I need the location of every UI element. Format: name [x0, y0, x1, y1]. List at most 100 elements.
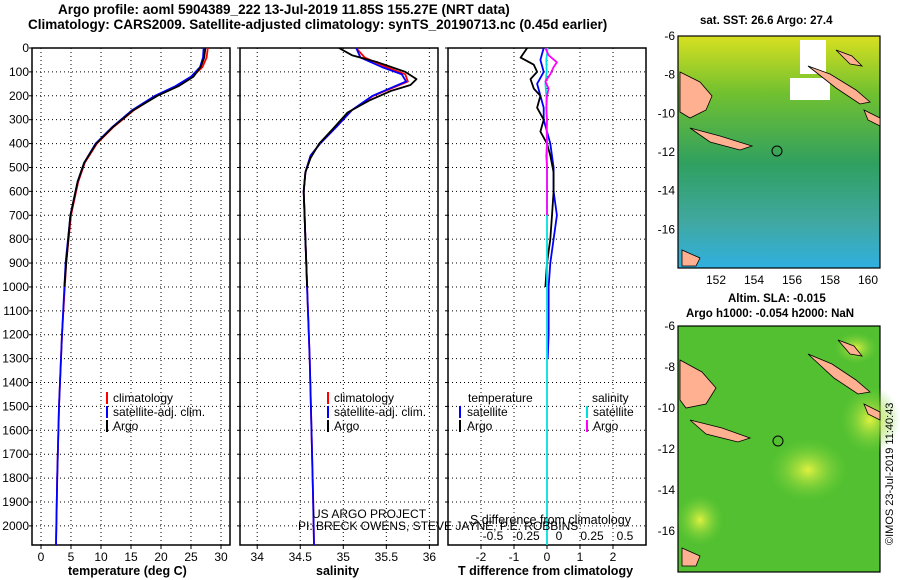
series-line-salinity-argo — [544, 47, 558, 216]
series-line-argo — [63, 47, 207, 287]
y-tick-label: 1400 — [2, 376, 29, 390]
sst-map-field — [677, 35, 881, 269]
x-tick-label: 34.5 — [289, 550, 313, 564]
coastline — [807, 65, 871, 105]
salinity-legend: climatology satellite-adj. clim. Argo — [327, 391, 426, 433]
legend-label-satellite: satellite-adj. clim. — [334, 405, 426, 419]
map-y-tick-label: -8 — [664, 360, 675, 374]
x-tick-label-top: -0.5 — [483, 529, 504, 543]
coastline — [679, 71, 713, 119]
x-tick-label: 20 — [154, 550, 168, 564]
x-tick-label: 1 — [577, 550, 584, 564]
temperature-legend: climatology satellite-adj. clim. Argo — [106, 391, 205, 433]
map-y-tick-label: -12 — [658, 145, 676, 159]
sla-anomaly-blob — [676, 494, 724, 546]
imos-credit: ©IMOS 23-Jul-2019 11:40:43 — [884, 403, 896, 545]
x-tick-label: 2 — [610, 550, 617, 564]
coastline — [681, 547, 701, 567]
sla-map-title-1: Altim. SLA: -0.015 — [728, 293, 826, 305]
coastline — [689, 419, 752, 443]
pi-credit: PI: BRECK OWENS, STEVE JAYNE, P.E. ROBBI… — [298, 519, 578, 533]
header-line-2: Climatology: CARS2009. Satellite-adjuste… — [28, 17, 608, 32]
argo-float-location — [772, 435, 784, 447]
map-y-tick-label: -16 — [658, 524, 676, 538]
y-tick-label: 300 — [9, 113, 29, 127]
map-x-tick-label: 156 — [782, 273, 802, 287]
legend-label-climatology: climatology — [113, 391, 173, 405]
x-tick-label: 25 — [184, 550, 198, 564]
legend-label-temp-argo: Argo — [467, 419, 493, 433]
legend-label-sal-satellite: satellite — [593, 405, 634, 419]
y-tick-label: 400 — [9, 137, 29, 151]
coastline — [863, 109, 881, 127]
map-y-tick-label: -10 — [658, 106, 676, 120]
difference-legend: temperature satellite Argo salinity sate… — [459, 391, 634, 433]
y-tick-label: 700 — [9, 208, 29, 222]
y-tick-label: 2000 — [2, 519, 29, 533]
x-tick-label: 15 — [124, 550, 138, 564]
coastline — [807, 353, 871, 395]
sst-map-title: sat. SST: 26.6 Argo: 27.4 — [700, 15, 833, 27]
series-line-temperature-argo — [519, 47, 555, 287]
coastline — [689, 127, 754, 151]
sst-cloud-mask — [790, 78, 830, 100]
x-tick-label-top: -0.25 — [512, 529, 540, 543]
y-tick-label: 100 — [9, 65, 29, 79]
coastline — [835, 49, 864, 67]
map-y-tick-label: -16 — [658, 222, 676, 236]
y-tick-label: 600 — [9, 184, 29, 198]
project-credit: US ARGO PROJECT — [312, 507, 427, 521]
y-tick-label: 1000 — [2, 280, 29, 294]
x-tick-label: 35.5 — [375, 550, 399, 564]
salinity-xlabel: salinity — [316, 564, 359, 578]
map-x-tick-label: 160 — [858, 273, 878, 287]
x-tick-label: 10 — [94, 550, 108, 564]
temperature-xlabel: temperature (deg C) — [68, 564, 187, 578]
coastline — [863, 403, 881, 421]
map-x-tick-label: 158 — [820, 273, 840, 287]
map-x-tick-label: 154 — [744, 273, 764, 287]
y-tick-label: 1200 — [2, 328, 29, 342]
map-y-tick-label: -12 — [658, 442, 676, 456]
x-tick-label: 0 — [544, 550, 551, 564]
sla-anomaly-blob — [768, 438, 848, 502]
map-y-tick-label: -14 — [658, 184, 676, 198]
difference-xlabel: T difference from climatology — [458, 564, 633, 578]
y-tick-label: 1700 — [2, 447, 29, 461]
map-y-tick-label: -8 — [664, 68, 675, 82]
map-y-tick-label: -6 — [664, 29, 675, 43]
y-tick-label: 1500 — [2, 399, 29, 413]
series-line-argo — [302, 47, 418, 287]
argo-float-location — [771, 145, 783, 157]
legend-title-temperature: temperature — [468, 391, 533, 405]
y-tick-label: 0 — [22, 41, 29, 55]
sla-map-title-2: Argo h1000: -0.054 h2000: NaN — [686, 308, 854, 320]
x-tick-label: 36 — [423, 550, 437, 564]
map-y-tick-label: -6 — [664, 319, 675, 333]
y-tick-label: 1300 — [2, 352, 29, 366]
coastline — [837, 339, 863, 357]
y-tick-label: 800 — [9, 232, 29, 246]
legend-label-climatology: climatology — [334, 391, 394, 405]
x-tick-label: 34 — [251, 550, 265, 564]
y-tick-label: 1600 — [2, 423, 29, 437]
x-tick-label: 0 — [38, 550, 45, 564]
y-tick-label: 200 — [9, 89, 29, 103]
x-tick-label-top: 0.25 — [580, 529, 604, 543]
tick-layer: 0 5 10 15 20 25 300100200300400500600700800900… — [2, 29, 878, 575]
coastline — [679, 359, 717, 409]
y-tick-label: 1800 — [2, 471, 29, 485]
legend-label-temp-satellite: satellite — [467, 405, 508, 419]
salinity-panel-frame — [239, 47, 439, 546]
map-y-tick-label: -14 — [658, 483, 676, 497]
sla-anomaly-blob — [840, 386, 900, 454]
map-x-tick-label: 152 — [706, 273, 726, 287]
x-tick-label-top: 0.5 — [617, 529, 634, 543]
coastline — [681, 249, 701, 267]
x-tick-label: 30 — [214, 550, 228, 564]
y-tick-label: 500 — [9, 160, 29, 174]
grid-layer — [29, 47, 646, 549]
header-line-1: Argo profile: aoml 5904389_222 13-Jul-20… — [58, 2, 510, 17]
difference-xlabel-top: S difference from climatology — [470, 513, 632, 527]
